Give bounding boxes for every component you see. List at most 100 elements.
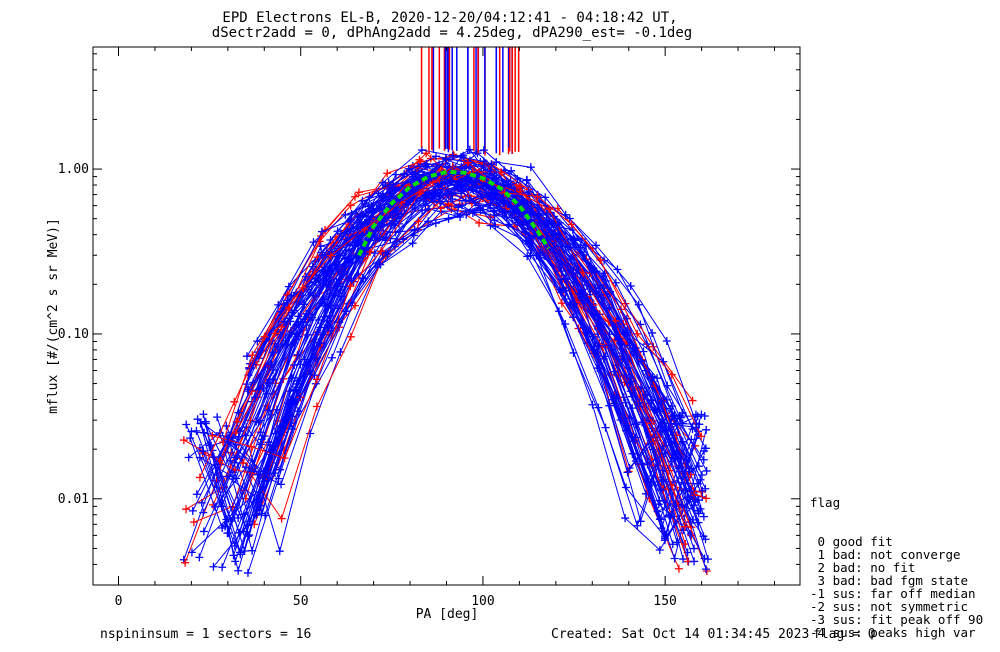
data-point-marker	[377, 247, 386, 256]
data-point-marker	[287, 291, 296, 300]
distribution-curve	[205, 180, 705, 559]
x-axis-label: PA [deg]	[416, 607, 479, 622]
data-point-marker	[192, 426, 201, 435]
data-point-marker	[690, 557, 699, 566]
legend-title: flag	[810, 495, 841, 510]
data-point-marker	[497, 168, 506, 177]
data-point-marker	[697, 470, 706, 479]
data-point-marker	[643, 460, 652, 469]
data-point-marker	[479, 146, 488, 155]
data-point-marker	[526, 163, 535, 172]
data-point-marker	[648, 373, 657, 382]
data-point-marker	[383, 169, 392, 178]
data-point-marker	[275, 547, 284, 556]
data-point-marker	[456, 180, 465, 189]
data-point-marker	[601, 276, 610, 285]
data-point-marker	[682, 455, 691, 464]
data-point-marker	[229, 475, 238, 484]
data-point-marker	[675, 411, 684, 420]
data-point-marker	[669, 453, 678, 462]
data-point-marker	[533, 192, 542, 201]
data-point-marker	[318, 267, 327, 276]
footer-nspininsum: nspininsum = 1 sectors = 16	[100, 627, 311, 642]
data-point-marker	[179, 436, 188, 445]
data-point-marker	[553, 220, 562, 229]
data-point-marker	[581, 241, 590, 250]
data-point-marker	[474, 201, 483, 210]
legend-item: -2 sus: not symmetric	[810, 599, 969, 614]
data-point-marker	[300, 355, 309, 364]
data-point-marker	[544, 255, 553, 264]
data-point-marker	[354, 188, 363, 197]
data-point-marker	[193, 415, 202, 424]
data-point-marker	[319, 295, 328, 304]
data-point-marker	[680, 522, 689, 531]
data-point-marker	[277, 322, 286, 331]
data-point-marker	[557, 299, 566, 308]
data-point-marker	[565, 214, 574, 223]
data-point-marker	[187, 548, 196, 557]
data-point-marker	[378, 178, 387, 187]
data-point-marker	[389, 180, 398, 189]
legend-item: 0 good fit	[810, 534, 893, 549]
distribution-curve	[258, 190, 702, 541]
data-point-marker	[188, 506, 197, 515]
data-point-marker	[694, 496, 703, 505]
data-point-marker	[325, 311, 334, 320]
data-point-marker	[339, 267, 348, 276]
data-point-marker	[648, 328, 657, 337]
data-point-marker	[328, 353, 337, 362]
data-point-marker	[541, 193, 550, 202]
data-point-marker	[489, 186, 498, 195]
data-point-marker	[553, 204, 562, 213]
data-point-marker	[694, 479, 703, 488]
data-point-marker	[310, 371, 319, 380]
data-point-marker	[613, 265, 622, 274]
data-point-marker	[218, 563, 227, 572]
data-point-marker	[360, 218, 369, 227]
distribution-curve	[197, 156, 699, 485]
data-point-marker	[230, 397, 239, 406]
data-point-marker	[285, 331, 294, 340]
data-point-marker	[521, 236, 530, 245]
data-point-marker	[298, 283, 307, 292]
data-point-marker	[312, 375, 321, 384]
data-point-marker	[365, 193, 374, 202]
data-point-marker	[199, 508, 208, 517]
data-point-marker	[580, 294, 589, 303]
data-point-marker	[504, 220, 513, 229]
data-point-marker	[602, 335, 611, 344]
data-point-marker	[693, 412, 702, 421]
data-point-marker	[272, 405, 281, 414]
data-point-marker	[610, 399, 619, 408]
data-point-marker	[303, 330, 312, 339]
data-point-marker	[462, 210, 471, 219]
data-point-marker	[321, 300, 330, 309]
data-point-marker	[491, 222, 500, 231]
data-point-marker	[700, 411, 709, 420]
data-point-marker	[667, 370, 676, 379]
data-point-marker	[246, 364, 255, 373]
data-point-marker	[674, 564, 683, 573]
chart-title-line1: EPD Electrons EL-B, 2020-12-20/04:12:41 …	[222, 10, 677, 26]
data-point-marker	[346, 218, 355, 227]
data-point-marker	[657, 477, 666, 486]
data-point-marker	[429, 178, 438, 187]
data-point-marker	[590, 268, 599, 277]
data-point-marker	[236, 550, 245, 559]
data-point-marker	[579, 323, 588, 332]
data-point-marker	[261, 511, 270, 520]
data-point-marker	[231, 557, 240, 566]
data-point-marker	[622, 483, 631, 492]
data-point-marker	[625, 414, 634, 423]
data-point-marker	[301, 272, 310, 281]
data-point-marker	[346, 282, 355, 291]
data-point-marker	[422, 193, 431, 202]
data-point-marker	[209, 453, 218, 462]
data-point-marker	[414, 217, 423, 226]
data-point-marker	[593, 364, 602, 373]
data-point-marker	[670, 411, 679, 420]
data-point-marker	[459, 151, 468, 160]
data-point-marker	[549, 245, 558, 254]
data-point-marker	[594, 403, 603, 412]
